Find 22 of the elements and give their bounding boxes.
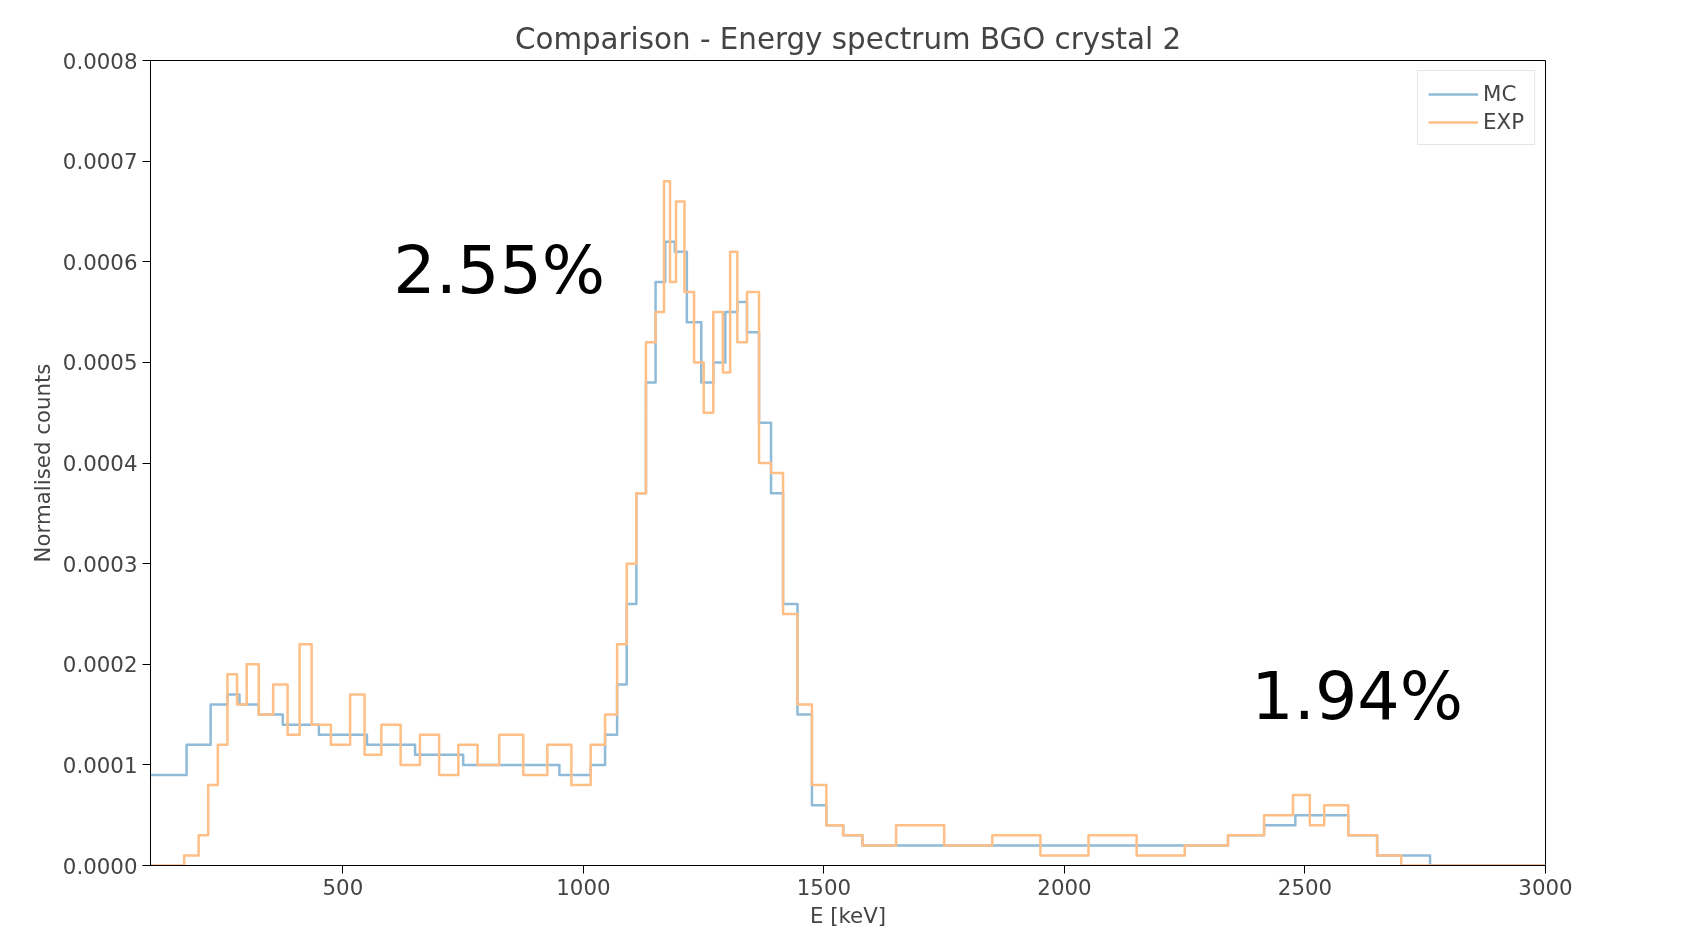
y-tick-label: 0.0006 xyxy=(62,249,138,275)
x-tick-label: 3000 xyxy=(1518,874,1573,900)
legend-label: MC xyxy=(1483,81,1517,106)
y-axis-title: Normalised counts xyxy=(29,363,55,563)
x-tick-label: 2000 xyxy=(1037,874,1092,900)
y-tick-label: 0.0000 xyxy=(62,853,138,879)
y-tick-label: 0.0001 xyxy=(62,752,138,778)
annotation: 1.94% xyxy=(1251,657,1464,736)
y-tick-label: 0.0007 xyxy=(62,149,138,175)
chart-title: Comparison - Energy spectrum BGO crystal 2 xyxy=(514,21,1182,56)
x-tick-label: 1000 xyxy=(556,874,611,900)
x-tick-label: 1500 xyxy=(796,874,852,900)
y-tick-label: 0.0008 xyxy=(62,48,138,74)
y-tick-label: 0.0005 xyxy=(62,350,138,376)
y-tick-label: 0.0002 xyxy=(62,652,138,678)
x-tick-label: 500 xyxy=(322,874,364,900)
annotation: 2.55% xyxy=(393,230,606,309)
x-tick-label: 2500 xyxy=(1277,874,1333,900)
y-tick-label: 0.0004 xyxy=(62,451,138,476)
legend-label: EXP xyxy=(1483,109,1524,134)
x-axis-title: E [keV] xyxy=(809,902,887,928)
y-tick-label: 0.0003 xyxy=(62,551,138,577)
